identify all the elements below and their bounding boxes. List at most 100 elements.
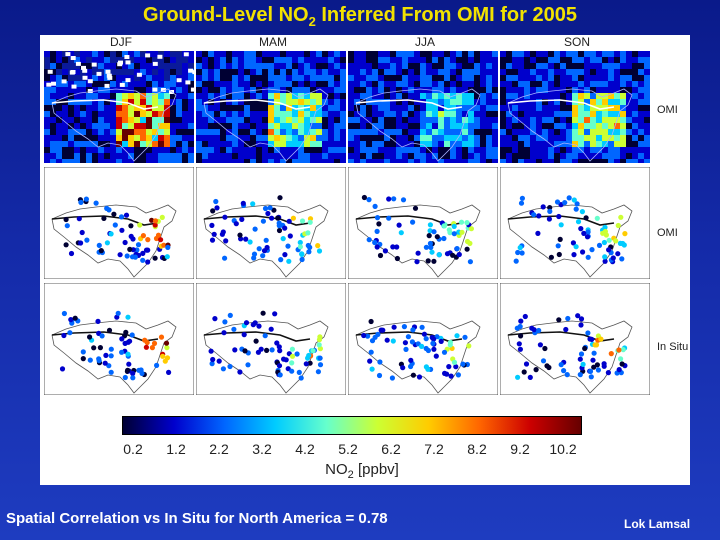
grid-cell	[462, 105, 468, 111]
station-dot	[460, 361, 466, 367]
grid-cell	[292, 117, 298, 123]
grid-cell	[328, 159, 334, 163]
grid-cell	[518, 117, 524, 123]
grid-cell	[340, 111, 346, 117]
grid-cell	[384, 117, 390, 123]
grid-cell	[334, 147, 340, 153]
station-dot	[97, 345, 103, 351]
grid-cell	[620, 111, 626, 117]
season-label-son: SON	[563, 35, 590, 49]
grid-cell	[608, 87, 614, 93]
grid-cell	[486, 159, 492, 163]
grid-cell	[202, 117, 208, 123]
grid-cell	[348, 51, 354, 57]
grid-cell	[298, 123, 304, 129]
grid-cell	[196, 63, 202, 69]
grid-cell	[250, 69, 256, 75]
grid-cell	[548, 81, 554, 87]
grid-cell	[468, 69, 474, 75]
grid-cell	[214, 129, 220, 135]
grid-cell	[614, 63, 620, 69]
grid-cell	[638, 99, 644, 105]
station-dot	[140, 233, 146, 239]
station-dot	[250, 201, 256, 207]
grid-cell	[438, 105, 444, 111]
grid-cell	[152, 63, 158, 69]
grid-cell	[98, 99, 104, 105]
grid-cell	[450, 99, 456, 105]
grid-cell	[590, 105, 596, 111]
grid-cell	[524, 63, 530, 69]
grid-cell	[250, 135, 256, 141]
grid-cell	[182, 93, 188, 99]
station-dot	[622, 231, 628, 237]
grid-cell	[86, 93, 92, 99]
grid-cell	[408, 129, 414, 135]
grid-cell	[226, 153, 232, 159]
grid-cell	[116, 159, 122, 163]
grid-cell	[530, 111, 536, 117]
grid-cell	[146, 111, 152, 117]
station-dot	[558, 222, 564, 228]
station-dot	[556, 251, 562, 258]
grid-cell	[348, 93, 354, 99]
grid-cell	[444, 141, 450, 147]
grid-cell	[638, 111, 644, 117]
grid-cell	[110, 153, 116, 159]
grid-cell	[250, 111, 256, 117]
grid-cell	[584, 99, 590, 105]
grid-cell	[50, 153, 56, 159]
north-america-map	[44, 167, 194, 279]
grid-cell	[176, 129, 182, 135]
station-dot	[382, 248, 388, 254]
station-dot	[427, 228, 433, 234]
station-dot	[616, 347, 622, 353]
station-dot	[98, 248, 104, 254]
grid-cell	[644, 75, 650, 81]
grid-cell	[268, 63, 274, 69]
station-dot	[391, 324, 397, 330]
grid-cell	[596, 123, 602, 129]
grid-cell	[304, 69, 310, 75]
grid-cell	[578, 153, 584, 159]
grid-cell	[548, 141, 554, 147]
grid-cell	[542, 141, 548, 147]
grid-cell	[378, 57, 384, 63]
grid-cell	[98, 93, 104, 99]
grid-cell	[268, 135, 274, 141]
grid-cell	[220, 159, 226, 163]
grid-cell	[590, 75, 596, 81]
grid-cell	[548, 153, 554, 159]
grid-cell	[438, 51, 444, 57]
grid-cell	[280, 123, 286, 129]
grid-cell	[536, 69, 542, 75]
grid-cell	[334, 93, 340, 99]
grid-cell	[524, 159, 530, 163]
grid-cell	[626, 87, 632, 93]
grid-cell	[366, 159, 372, 163]
station-dot	[390, 244, 396, 250]
grid-cell	[232, 93, 238, 99]
grid-cell	[596, 159, 602, 163]
grid-cell	[74, 147, 80, 153]
station-dot	[289, 368, 295, 374]
row-label-insitu: In Situ	[657, 341, 689, 353]
grid-cell	[158, 141, 164, 147]
station-dot	[517, 346, 523, 352]
grid-cell	[462, 81, 468, 87]
station-dot	[423, 345, 429, 352]
grid-cell	[152, 99, 158, 105]
grid-cell	[500, 111, 506, 117]
grid-cell	[408, 75, 414, 81]
coastline	[355, 88, 481, 162]
station-dot	[166, 369, 172, 375]
north-america-map	[44, 51, 194, 163]
grid-cell	[340, 141, 346, 147]
grid-cell	[68, 81, 74, 87]
grid-cell	[462, 159, 468, 163]
grid-cell	[506, 159, 512, 163]
grid-cell	[334, 99, 340, 105]
grid-cell	[390, 87, 396, 93]
grid-cell	[626, 105, 632, 111]
grid-cell	[554, 147, 560, 153]
